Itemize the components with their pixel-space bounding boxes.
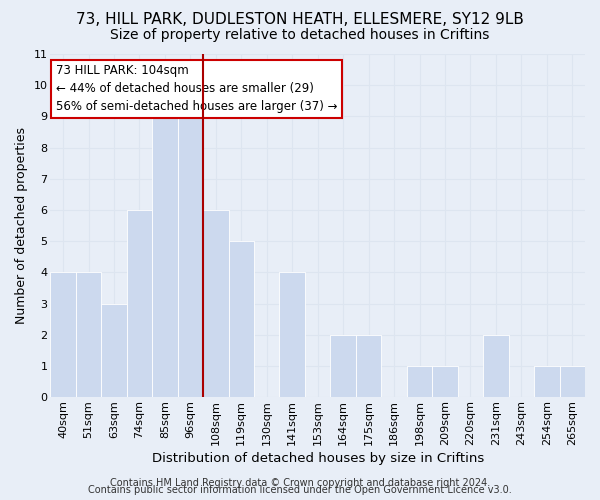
Y-axis label: Number of detached properties: Number of detached properties [15,127,28,324]
Bar [432,366,458,398]
Bar [280,272,305,398]
X-axis label: Distribution of detached houses by size in Criftins: Distribution of detached houses by size … [152,452,484,465]
Bar [50,272,76,398]
Bar [101,304,127,398]
Bar [534,366,560,398]
Bar [152,116,178,398]
Text: Size of property relative to detached houses in Criftins: Size of property relative to detached ho… [110,28,490,42]
Bar [229,241,254,398]
Bar [331,335,356,398]
Bar [76,272,101,398]
Bar [483,335,509,398]
Text: 73, HILL PARK, DUDLESTON HEATH, ELLESMERE, SY12 9LB: 73, HILL PARK, DUDLESTON HEATH, ELLESMER… [76,12,524,28]
Text: Contains HM Land Registry data © Crown copyright and database right 2024.: Contains HM Land Registry data © Crown c… [110,478,490,488]
Bar [203,210,229,398]
Text: 73 HILL PARK: 104sqm
← 44% of detached houses are smaller (29)
56% of semi-detac: 73 HILL PARK: 104sqm ← 44% of detached h… [56,64,337,114]
Text: Contains public sector information licensed under the Open Government Licence v3: Contains public sector information licen… [88,485,512,495]
Bar [407,366,432,398]
Bar [178,116,203,398]
Bar [356,335,382,398]
Bar [560,366,585,398]
Bar [127,210,152,398]
